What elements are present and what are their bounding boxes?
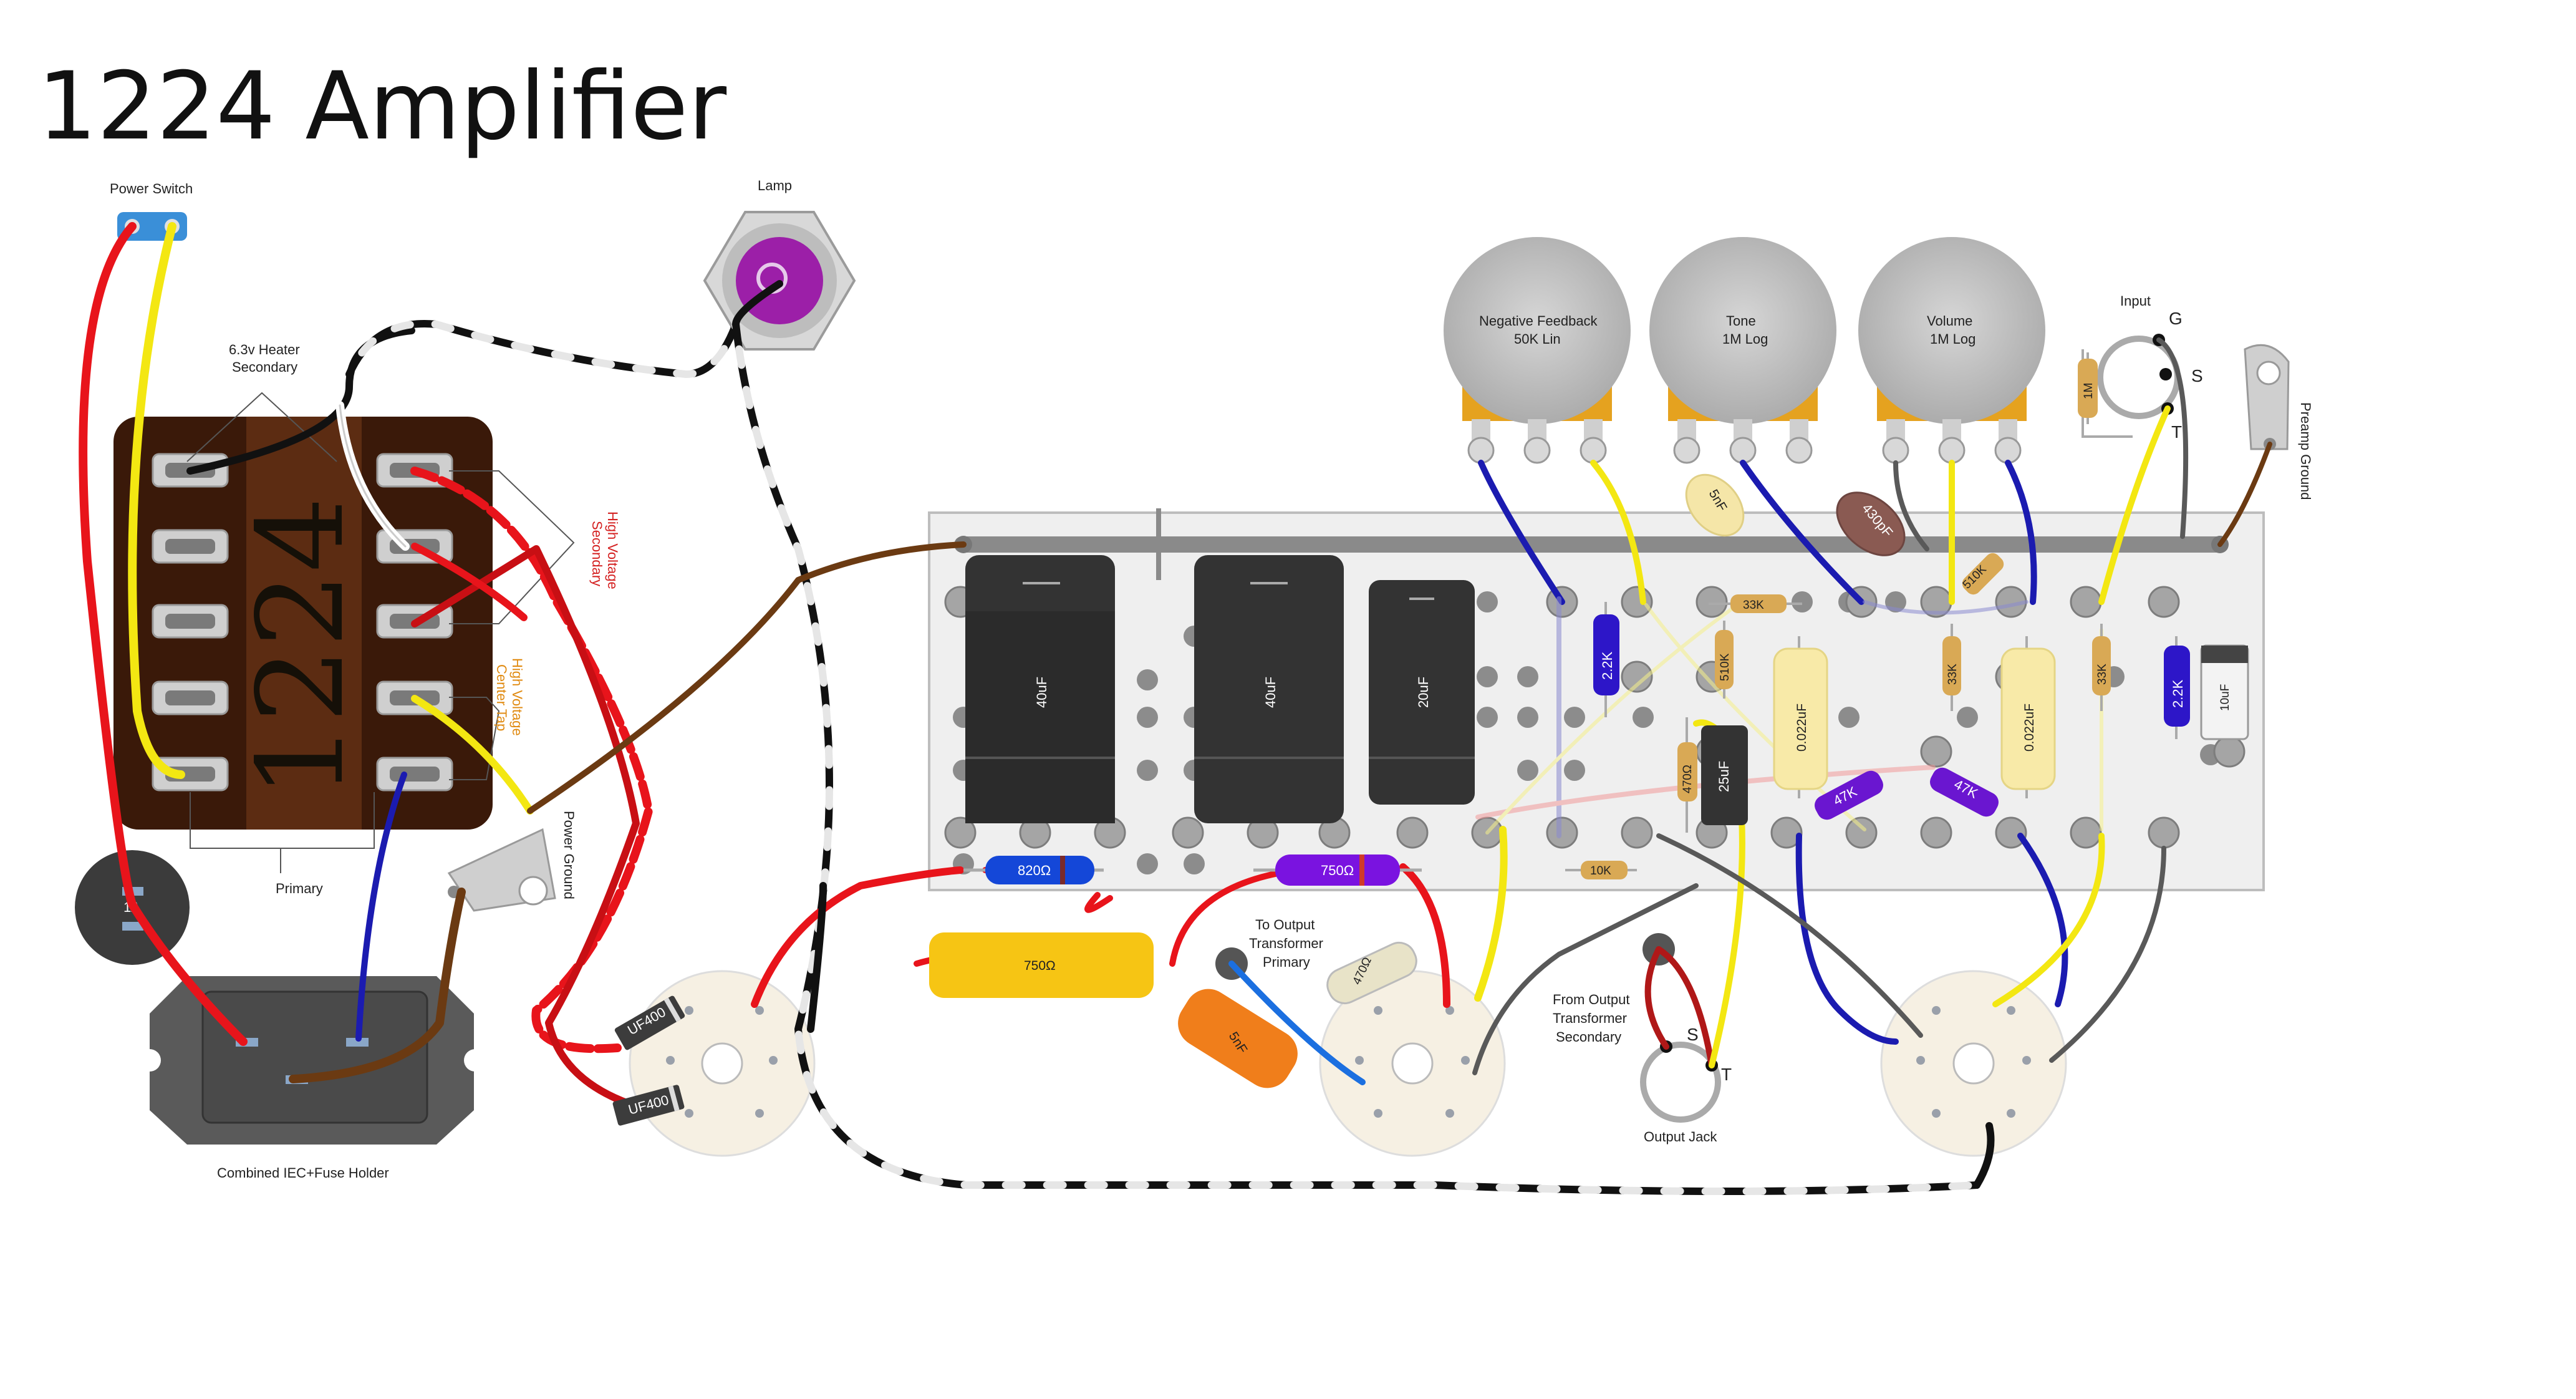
label-brackets — [186, 392, 575, 873]
resistor-510k-a — [1962, 553, 2004, 595]
preamp-ground-lug — [2244, 344, 2290, 450]
resistor-470-small — [1677, 717, 1697, 833]
pot-volume-name: Volume — [1927, 313, 1972, 329]
cap-40uf-a-label: 40uF — [1034, 677, 1049, 708]
output-jack[interactable] — [1640, 1040, 1721, 1123]
preamp-tube-socket — [1880, 970, 2067, 1157]
resistor-10k-label: 10K — [1590, 864, 1611, 878]
input-jack-g: G — [2169, 309, 2183, 328]
cap-5nf-tone — [1685, 473, 1745, 537]
primary-label: Primary — [276, 881, 323, 896]
resistor-510k-b-label: 510K — [1719, 653, 1732, 681]
input-jack-s: S — [2191, 366, 2203, 385]
resistor-10k — [1565, 861, 1637, 879]
resistor-33k-c — [2092, 624, 2111, 711]
input-jack-t: T — [2171, 422, 2182, 442]
input-label: Input — [2120, 293, 2151, 309]
pot-tone-value: 1M Log — [1722, 331, 1768, 347]
rectifier-tube-socket — [629, 970, 816, 1157]
heater-secondary-label-1: 6.3v Heater — [229, 342, 300, 357]
pot-volume[interactable] — [1858, 237, 2045, 464]
resistor-470-ceramic — [1326, 941, 1417, 1005]
filter-cap-40uf-b — [1194, 555, 1344, 823]
resistor-33k-c-label: 33K — [2096, 664, 2109, 685]
to-ot-label-2: Transformer — [1249, 936, 1323, 951]
from-ot-label-2: Transformer — [1553, 1010, 1627, 1026]
resistor-47k-a — [1815, 770, 1883, 820]
resistor-820 — [963, 856, 1104, 884]
hv-secondary-label-1: High Voltage — [605, 511, 620, 589]
pot-volume-value: 1M Log — [1930, 331, 1975, 347]
preamp-ground-label: Preamp Ground — [2298, 402, 2313, 500]
turret-board — [928, 508, 2265, 891]
cap-20uf-label: 20uF — [1416, 677, 1431, 708]
resistor-33k-b-label: 33K — [1946, 664, 1959, 685]
resistor-2-2k-a-label: 2.2K — [1599, 651, 1615, 680]
cap-25uf — [1701, 725, 1748, 825]
resistor-750-yellow — [929, 932, 1154, 998]
cap-10uf-label: 10uF — [2219, 684, 2232, 711]
resistor-750-purple — [1253, 854, 1422, 886]
filter-cap-20uf — [1369, 580, 1475, 805]
pot-nfb-name: Negative Feedback — [1479, 313, 1598, 329]
iec-fuse-holder — [138, 976, 486, 1145]
from-ot-label-1: From Output — [1553, 992, 1629, 1007]
filter-cap-40uf-a — [965, 555, 1115, 823]
pot-tone[interactable] — [1649, 237, 1836, 464]
page-title: 1224 Amplifier — [37, 52, 726, 161]
cap-5nf-orange — [1178, 989, 1298, 1088]
cap-430pf — [1836, 491, 1906, 556]
power-ground-label: Power Ground — [561, 811, 577, 899]
hv-secondary-label-2: Secondary — [589, 521, 605, 586]
output-jack-t: T — [1721, 1065, 1732, 1084]
diode-b — [612, 1085, 685, 1126]
power-switch-label: Power Switch — [110, 181, 193, 196]
hv-center-tap-label-1: High Voltage — [509, 658, 525, 736]
transformer-number: 1224 — [232, 496, 370, 798]
resistor-2-2k-a — [1593, 602, 1619, 717]
resistor-33k-a — [1709, 594, 1802, 613]
hv-center-tap-label-2: Center Tap — [494, 664, 509, 731]
output-jack-label: Output Jack — [1644, 1129, 1717, 1145]
resistor-510k-b — [1715, 621, 1734, 699]
iec-label: Combined IEC+Fuse Holder — [217, 1165, 389, 1181]
pot-tone-name: Tone — [1726, 313, 1756, 329]
resistor-2-2k-b-label: 2.2K — [2170, 679, 2186, 708]
cap-0022-b — [2000, 636, 2056, 798]
cap-25uf-label: 25uF — [1716, 761, 1732, 792]
resistor-33k-b — [1942, 624, 1961, 711]
to-ot-label-1: To Output — [1255, 917, 1315, 932]
resistor-47k-b — [1930, 767, 1999, 817]
wiring — [79, 222, 2272, 1195]
cap-0022-a — [1773, 636, 1828, 798]
from-ot-label-3: Secondary — [1556, 1029, 1621, 1045]
pot-negative-feedback[interactable] — [1444, 237, 1631, 464]
lamp-label: Lamp — [758, 178, 792, 193]
resistor-1m-label: 1M — [2082, 383, 2095, 399]
input-jack[interactable] — [2082, 334, 2181, 438]
to-ot-label-3: Primary — [1263, 954, 1310, 970]
resistor-1m — [2078, 352, 2098, 424]
resistor-2-2k-b — [2164, 636, 2190, 739]
pot-nfb-value: 50K Lin — [1514, 331, 1561, 347]
cap-0022-a-label: 0.022uF — [1795, 704, 1809, 752]
power-ground-lug — [447, 828, 556, 912]
cap-10uf — [2200, 644, 2249, 740]
resistor-33k-a-label: 33K — [1743, 599, 1764, 612]
heater-secondary-label-2: Secondary — [232, 359, 297, 375]
power-tube-socket — [1319, 970, 1506, 1157]
resistor-750-yellow-label: 750Ω — [1024, 959, 1056, 973]
diode-a — [614, 995, 685, 1050]
resistor-820-label: 820Ω — [1018, 863, 1051, 878]
cap-0022-b-label: 0.022uF — [2022, 704, 2037, 752]
resistor-750-purple-label: 750Ω — [1321, 863, 1354, 878]
output-jack-s: S — [1687, 1025, 1699, 1044]
resistor-470-small-label: 470Ω — [1681, 765, 1694, 793]
cap-40uf-b-label: 40uF — [1263, 677, 1278, 708]
